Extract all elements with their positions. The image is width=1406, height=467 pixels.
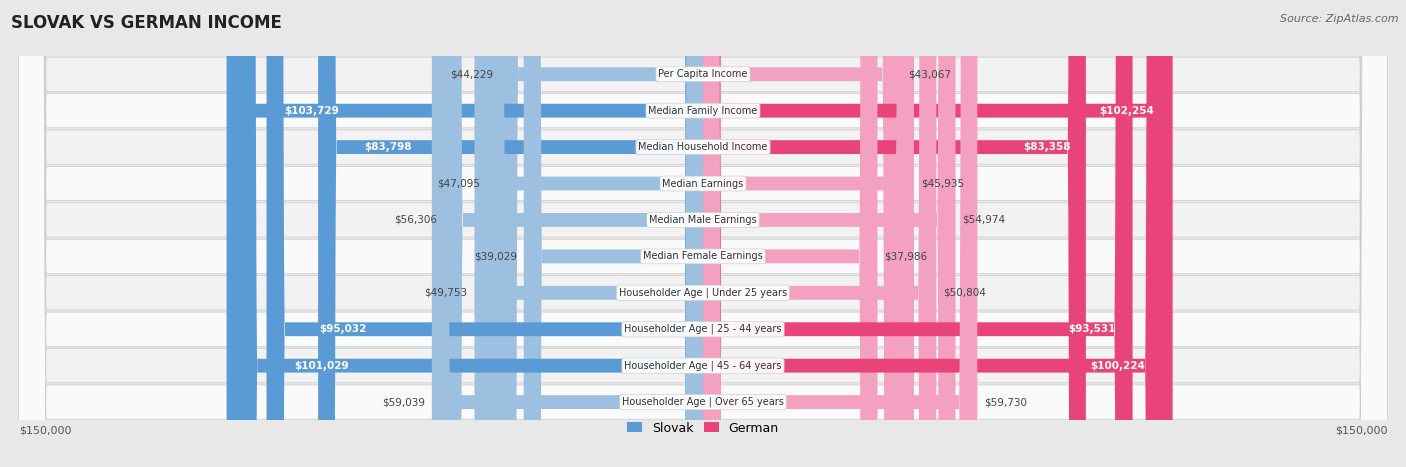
FancyBboxPatch shape [18,0,1388,467]
Text: Householder Age | 45 - 64 years: Householder Age | 45 - 64 years [624,361,782,371]
Text: $50,804: $50,804 [943,288,986,298]
Text: Per Capita Income: Per Capita Income [658,69,748,79]
FancyBboxPatch shape [18,0,1388,467]
FancyBboxPatch shape [703,0,936,467]
FancyBboxPatch shape [18,0,1388,467]
FancyBboxPatch shape [444,0,703,467]
FancyBboxPatch shape [486,0,703,467]
FancyBboxPatch shape [267,0,703,467]
Text: Source: ZipAtlas.com: Source: ZipAtlas.com [1281,14,1399,24]
Text: Median Earnings: Median Earnings [662,178,744,189]
Text: Householder Age | 25 - 44 years: Householder Age | 25 - 44 years [624,324,782,334]
Text: $37,986: $37,986 [884,251,928,262]
Text: $103,729: $103,729 [284,106,339,116]
FancyBboxPatch shape [18,0,1388,467]
Text: $44,229: $44,229 [450,69,494,79]
FancyBboxPatch shape [703,0,914,467]
Text: $43,067: $43,067 [908,69,950,79]
Text: $150,000: $150,000 [1334,426,1388,436]
FancyBboxPatch shape [703,0,1173,467]
FancyBboxPatch shape [524,0,703,467]
Text: $59,039: $59,039 [382,397,425,407]
Text: $150,000: $150,000 [18,426,72,436]
Text: $101,029: $101,029 [295,361,349,371]
FancyBboxPatch shape [18,0,1388,467]
FancyBboxPatch shape [18,0,1388,467]
FancyBboxPatch shape [703,0,901,467]
FancyBboxPatch shape [18,0,1388,467]
Text: $59,730: $59,730 [984,397,1028,407]
Text: $54,974: $54,974 [962,215,1005,225]
Text: SLOVAK VS GERMAN INCOME: SLOVAK VS GERMAN INCOME [11,14,283,32]
Text: $47,095: $47,095 [437,178,479,189]
FancyBboxPatch shape [226,0,703,467]
Text: $95,032: $95,032 [319,324,367,334]
Legend: Slovak, German: Slovak, German [623,417,783,439]
Text: Householder Age | Under 25 years: Householder Age | Under 25 years [619,288,787,298]
FancyBboxPatch shape [18,0,1388,467]
Text: $49,753: $49,753 [425,288,468,298]
Text: $102,254: $102,254 [1099,106,1154,116]
Text: $56,306: $56,306 [395,215,437,225]
Text: $93,531: $93,531 [1069,324,1115,334]
FancyBboxPatch shape [318,0,703,467]
FancyBboxPatch shape [703,0,877,467]
Text: Median Male Earnings: Median Male Earnings [650,215,756,225]
Text: Median Household Income: Median Household Income [638,142,768,152]
Text: Householder Age | Over 65 years: Householder Age | Over 65 years [621,397,785,407]
FancyBboxPatch shape [18,0,1388,467]
FancyBboxPatch shape [703,0,1133,467]
FancyBboxPatch shape [703,0,1163,467]
FancyBboxPatch shape [474,0,703,467]
Text: $39,029: $39,029 [474,251,517,262]
FancyBboxPatch shape [703,0,1085,467]
Text: Median Family Income: Median Family Income [648,106,758,116]
Text: $83,798: $83,798 [364,142,412,152]
FancyBboxPatch shape [703,0,977,467]
Text: $100,224: $100,224 [1090,361,1144,371]
FancyBboxPatch shape [239,0,703,467]
Text: $83,358: $83,358 [1024,142,1070,152]
FancyBboxPatch shape [501,0,703,467]
FancyBboxPatch shape [432,0,703,467]
FancyBboxPatch shape [703,0,956,467]
FancyBboxPatch shape [18,0,1388,467]
Text: Median Female Earnings: Median Female Earnings [643,251,763,262]
Text: $45,935: $45,935 [921,178,965,189]
